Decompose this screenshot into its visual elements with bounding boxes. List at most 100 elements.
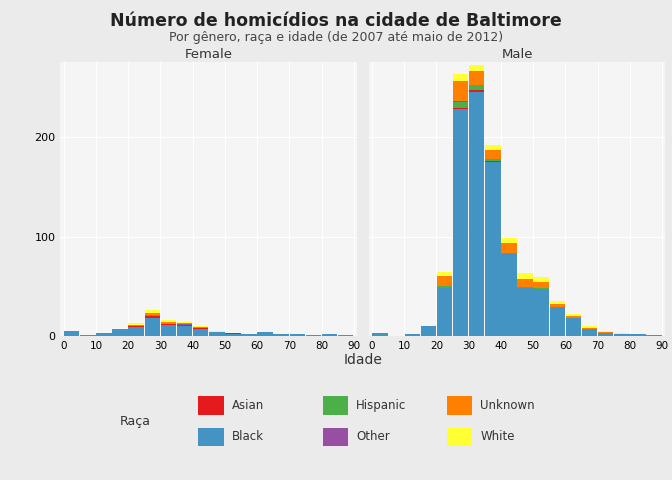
Bar xyxy=(550,301,565,304)
Bar xyxy=(306,335,321,336)
Bar xyxy=(193,329,208,336)
Bar xyxy=(322,334,337,336)
Text: Por gênero, raça e idade (de 2007 até maio de 2012): Por gênero, raça e idade (de 2007 até ma… xyxy=(169,31,503,44)
Bar xyxy=(144,318,160,336)
Bar xyxy=(453,108,468,109)
Text: Idade: Idade xyxy=(343,353,382,367)
Text: Asian: Asian xyxy=(232,399,264,412)
Text: Raça: Raça xyxy=(120,415,151,428)
Bar xyxy=(112,329,128,336)
Bar xyxy=(550,307,565,336)
Text: Unknown: Unknown xyxy=(480,399,535,412)
Bar xyxy=(485,162,501,336)
Bar xyxy=(144,313,160,315)
Bar xyxy=(534,277,549,282)
Text: Black: Black xyxy=(232,430,264,444)
Bar xyxy=(550,304,565,307)
Bar xyxy=(225,333,241,334)
Bar xyxy=(534,289,549,336)
Bar xyxy=(64,331,79,336)
Bar xyxy=(96,333,112,336)
Bar xyxy=(534,288,549,289)
Bar xyxy=(437,276,452,286)
Bar xyxy=(405,334,420,336)
Bar xyxy=(566,314,581,316)
Bar xyxy=(453,102,468,108)
Bar xyxy=(128,327,144,336)
Bar xyxy=(161,325,176,336)
Bar xyxy=(161,320,176,322)
Bar xyxy=(469,85,485,90)
Bar xyxy=(485,150,501,159)
Bar xyxy=(209,332,224,336)
Bar xyxy=(144,316,160,318)
Bar xyxy=(257,332,273,336)
Bar xyxy=(517,279,533,287)
Bar xyxy=(469,90,485,92)
Bar xyxy=(193,326,208,327)
Bar xyxy=(614,333,630,334)
Bar xyxy=(225,334,241,336)
Bar xyxy=(517,273,533,279)
Bar xyxy=(582,328,597,329)
Bar xyxy=(421,326,436,336)
Bar xyxy=(534,282,549,288)
Bar xyxy=(566,318,581,336)
Bar xyxy=(469,92,485,336)
Bar xyxy=(274,334,289,336)
Bar xyxy=(128,323,144,325)
Bar xyxy=(469,72,485,85)
Bar xyxy=(80,335,95,336)
Bar xyxy=(290,334,305,336)
Bar xyxy=(177,322,192,323)
Bar xyxy=(372,333,388,336)
Bar xyxy=(517,287,533,288)
Bar xyxy=(469,65,485,72)
Bar xyxy=(177,325,192,326)
Bar xyxy=(177,326,192,336)
Bar xyxy=(128,326,144,327)
Bar xyxy=(582,326,597,328)
Bar xyxy=(501,243,517,253)
Title: Male: Male xyxy=(501,48,533,61)
Bar xyxy=(453,74,468,81)
Bar xyxy=(453,81,468,101)
Bar xyxy=(193,327,208,328)
Bar xyxy=(485,161,501,162)
Bar xyxy=(501,254,517,336)
Bar xyxy=(144,310,160,313)
Bar xyxy=(338,335,353,336)
Bar xyxy=(209,331,224,332)
Bar xyxy=(582,329,597,336)
Bar xyxy=(646,335,662,336)
Text: Other: Other xyxy=(356,430,390,444)
Text: Número de homicídios na cidade de Baltimore: Número de homicídios na cidade de Baltim… xyxy=(110,12,562,30)
Bar xyxy=(453,101,468,102)
Bar xyxy=(501,238,517,243)
Bar xyxy=(566,316,581,318)
Bar xyxy=(501,253,517,254)
Bar xyxy=(437,272,452,276)
Bar xyxy=(598,331,614,332)
Bar xyxy=(630,334,646,336)
Bar xyxy=(128,325,144,326)
Bar xyxy=(241,334,257,336)
Bar xyxy=(161,324,176,325)
Bar xyxy=(517,288,533,336)
Title: Female: Female xyxy=(185,48,233,61)
Bar xyxy=(193,328,208,329)
Text: White: White xyxy=(480,430,515,444)
Bar xyxy=(144,315,160,316)
Bar xyxy=(598,332,614,333)
Bar xyxy=(485,159,501,161)
Bar xyxy=(437,286,452,288)
Bar xyxy=(161,322,176,324)
Text: Hispanic: Hispanic xyxy=(356,399,407,412)
Bar xyxy=(437,288,452,336)
Bar xyxy=(485,145,501,150)
Bar xyxy=(453,109,468,336)
Bar xyxy=(598,333,614,336)
Bar xyxy=(177,323,192,324)
Bar xyxy=(177,324,192,325)
Bar xyxy=(614,334,630,336)
